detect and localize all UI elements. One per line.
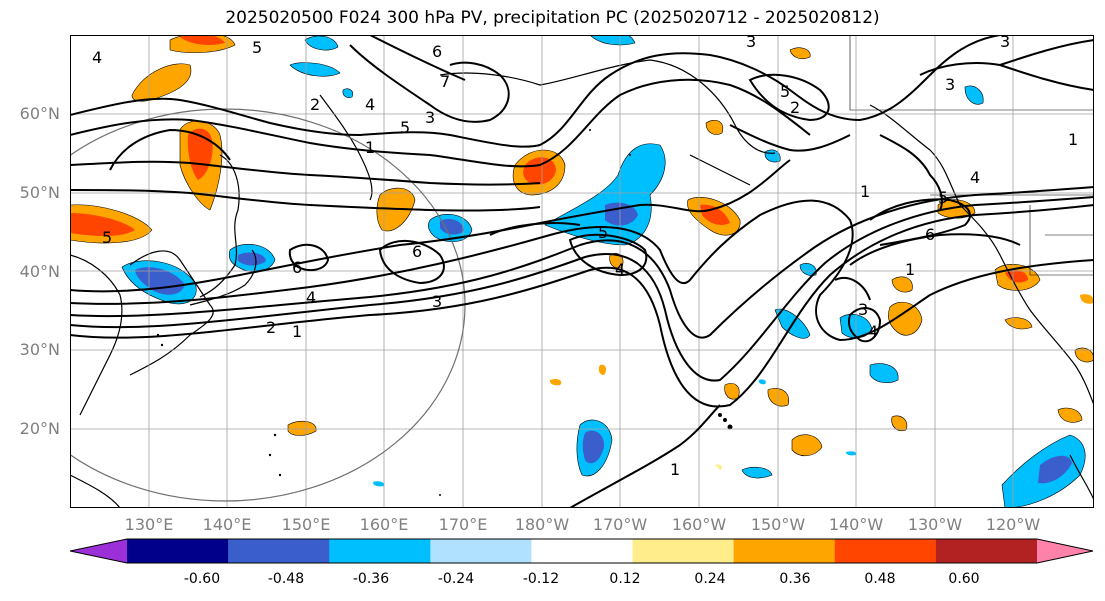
lon-label: 180°W — [514, 515, 570, 534]
contour-label: 4 — [615, 260, 625, 279]
colorbar-segment — [329, 539, 431, 563]
lon-label: 160°E — [359, 515, 409, 534]
colorbar-segment — [733, 539, 836, 563]
lon-label: 170°E — [438, 515, 488, 534]
lat-label: 30°N — [19, 340, 60, 359]
gridlines — [70, 35, 1094, 508]
contour-label: 1 — [1068, 130, 1078, 149]
colorbar-tick-label: 0.24 — [694, 571, 726, 587]
lat-label: 40°N — [19, 262, 60, 281]
colorbar-tick-label: -0.24 — [437, 571, 475, 587]
contour-label: 5 — [598, 223, 608, 242]
colorbar-tick-label: 0.60 — [948, 571, 980, 587]
lon-label: 160°W — [671, 515, 727, 534]
colorbar-segment — [834, 539, 937, 563]
contour-label: 4 — [868, 322, 878, 341]
colorbar-segment — [430, 539, 532, 563]
contour-label: 6 — [292, 258, 302, 277]
contour-label: 5 — [102, 228, 112, 247]
contour-label: 6 — [925, 225, 935, 244]
colorbar-extend-high — [1037, 539, 1093, 563]
map-title: 2025020500 F024 300 hPa PV, precipitatio… — [225, 8, 880, 28]
colorbar-tick-label: -0.48 — [267, 571, 305, 587]
contour-label: 5 — [252, 38, 262, 57]
contour-label: 2 — [266, 318, 276, 337]
colorbar-segment — [228, 539, 330, 563]
contour-label: 5 — [400, 118, 410, 137]
lat-label: 20°N — [19, 419, 60, 438]
colorbar-tick-label: -0.12 — [522, 571, 560, 587]
contour-labels: 4 5 6 3 3 2 4 7 5 3 5 1 2 3 1 5 6 6 4 3 … — [92, 35, 1078, 479]
lon-label: 140°E — [202, 515, 252, 534]
contour-label: 5 — [780, 82, 790, 101]
contour-label: 6 — [432, 42, 442, 61]
colorbar-tick-label: 0.48 — [864, 571, 896, 587]
colorbar-tick-label: -0.36 — [352, 571, 390, 587]
colorbar-segment — [127, 539, 229, 563]
contour-label: 1 — [860, 182, 870, 201]
contour-label: 4 — [306, 288, 316, 307]
contour-label: 2 — [310, 95, 320, 114]
contour-label: 1 — [292, 322, 302, 341]
contour-label: 3 — [858, 300, 868, 319]
lat-label: 60°N — [19, 104, 60, 123]
colorbar-segment — [531, 539, 634, 563]
contour-label: 3 — [945, 75, 955, 94]
contour-label: 4 — [970, 168, 980, 187]
lon-label: 150°W — [750, 515, 806, 534]
map-panel: 4 5 6 3 3 2 4 7 5 3 5 1 2 3 1 5 6 6 4 3 … — [70, 35, 1094, 508]
colorbar-outline — [70, 538, 1094, 564]
lon-label: 170°W — [592, 515, 648, 534]
contour-label: 5 — [938, 188, 948, 207]
coastlines — [70, 59, 1094, 508]
contour-label: 3 — [746, 35, 756, 51]
colorbar-tick-label: 0.36 — [779, 571, 811, 587]
contour-label: 1 — [365, 138, 375, 157]
contour-label: 6 — [412, 242, 422, 261]
lon-label: 130°W — [907, 515, 963, 534]
contour-label: 4 — [92, 48, 102, 67]
colorbar-tick-label: -0.60 — [183, 571, 221, 587]
colorbar-segment — [935, 539, 1038, 563]
islands — [156, 129, 733, 496]
colorbar — [70, 538, 1094, 564]
contour-label: 2 — [790, 98, 800, 117]
precip-shading — [70, 35, 1094, 508]
contour-label: 1 — [670, 460, 680, 479]
lon-label: 120°W — [985, 515, 1041, 534]
contour-label: 3 — [432, 292, 442, 311]
contour-label: 4 — [365, 95, 375, 114]
lon-label: 130°E — [124, 515, 174, 534]
lon-label: 140°W — [828, 515, 884, 534]
colorbar-extend-low — [70, 539, 127, 563]
contour-label: 1 — [905, 260, 915, 279]
contour-label: 7 — [440, 72, 450, 91]
contour-label: 3 — [425, 108, 435, 127]
pv-contours — [70, 35, 1094, 508]
lat-label: 50°N — [19, 183, 60, 202]
lon-label: 150°E — [281, 515, 331, 534]
colorbar-segment — [632, 539, 735, 563]
colorbar-tick-label: 0.12 — [609, 571, 641, 587]
contour-label: 3 — [1000, 35, 1010, 51]
